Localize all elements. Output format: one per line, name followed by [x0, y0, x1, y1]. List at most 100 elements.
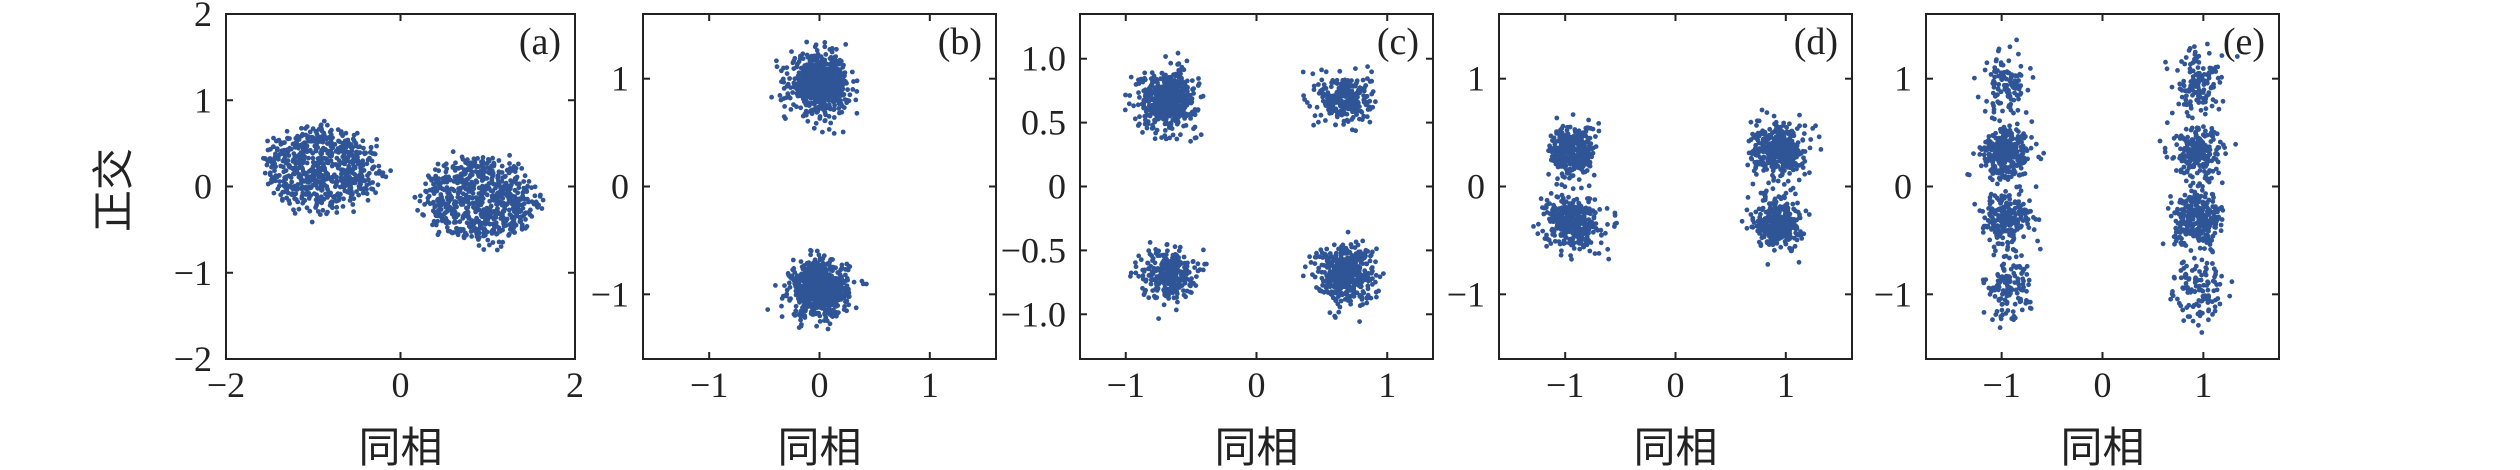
scatter-point [364, 191, 370, 197]
scatter-point [1178, 132, 1183, 138]
scatter-point [806, 275, 812, 281]
scatter-point [859, 278, 865, 284]
scatter-point [1367, 106, 1373, 112]
scatter-point [278, 163, 284, 169]
scatter-point [795, 281, 801, 287]
scatter-point [1577, 246, 1583, 252]
scatter-point [1154, 127, 1160, 133]
scatter-point [1585, 146, 1591, 152]
scatter-point [1184, 288, 1190, 294]
scatter-point [1162, 121, 1168, 127]
scatter-point [823, 268, 829, 274]
scatter-point [822, 311, 827, 316]
scatter-point [1133, 260, 1138, 265]
scatter-point [832, 54, 838, 60]
scatter-point [265, 138, 270, 144]
scatter-point [1558, 252, 1564, 258]
scatter-point [838, 98, 843, 103]
scatter-point [334, 148, 340, 154]
scatter-point [443, 219, 448, 225]
scatter-point [787, 76, 792, 81]
scatter-point [491, 161, 497, 166]
scatter-point [784, 291, 790, 297]
scatter-point [792, 270, 798, 275]
scatter-point [1146, 88, 1152, 94]
scatter-point [1201, 247, 1206, 253]
scatter-point [824, 61, 830, 67]
scatter-point [276, 183, 282, 189]
scatter-point [516, 185, 522, 191]
scatter-point [1364, 93, 1370, 99]
scatter-point [1354, 104, 1359, 110]
scatter-point [810, 91, 815, 97]
scatter-point [805, 91, 810, 96]
scatter-point [464, 177, 470, 182]
scatter-point [454, 204, 459, 210]
scatter-point [342, 154, 348, 160]
scatter-point [1161, 105, 1167, 111]
scatter-point [1360, 77, 1366, 83]
scatter-point [1176, 248, 1182, 254]
scatter-point [1551, 138, 1557, 144]
scatter-point [803, 266, 809, 272]
scatter-point [1538, 196, 1544, 202]
scatter-point [499, 179, 505, 184]
scatter-point [1364, 295, 1369, 301]
x-tick-label: 0 [1248, 365, 1266, 405]
scatter-point [481, 247, 487, 252]
scatter-point [273, 173, 279, 179]
scatter-point [787, 284, 793, 290]
scatter-point [291, 207, 296, 213]
scatter-point [823, 52, 829, 57]
scatter-point [1319, 77, 1325, 83]
scatter-point [506, 197, 512, 203]
scatter-point [277, 179, 282, 185]
scatter-point [435, 218, 440, 224]
scatter-point [779, 314, 785, 319]
scatter-point [338, 131, 344, 137]
scatter-point [464, 181, 470, 187]
scatter-point [1576, 201, 1582, 207]
scatter-point [817, 313, 823, 319]
scatter-point [832, 80, 837, 86]
scatter-point [1340, 280, 1346, 286]
scatter-point [1193, 283, 1199, 288]
scatter-point [262, 170, 268, 176]
scatter-point [1331, 99, 1337, 104]
scatter-point [476, 207, 482, 213]
scatter-point [1576, 177, 1582, 183]
scatter-point [1331, 242, 1337, 248]
scatter-point [293, 153, 298, 159]
scatter-point [523, 217, 528, 222]
scatter-point [1579, 161, 1585, 166]
scatter-point [300, 200, 306, 206]
scatter-point [1554, 115, 1560, 121]
scatter-point [1200, 267, 1206, 273]
scatter-point [501, 201, 507, 207]
scatter-point [1172, 108, 1178, 114]
scatter-point [811, 125, 817, 131]
scatter-point [332, 142, 338, 147]
scatter-point [819, 271, 824, 276]
scatter-point [1348, 266, 1354, 272]
scatter-point [500, 239, 506, 245]
scatter-point [1138, 257, 1144, 263]
scatter-point [278, 141, 284, 147]
scatter-point [1146, 94, 1151, 100]
scatter-point [303, 170, 309, 176]
scatter-point [317, 199, 323, 204]
scatter-point [1319, 288, 1324, 294]
scatter-point [504, 216, 510, 222]
scatter-point [529, 214, 535, 219]
y-tick-label: 0 [611, 167, 629, 207]
scatter-point [1572, 129, 1578, 135]
scatter-point [1170, 252, 1176, 258]
scatter-point [1166, 97, 1172, 103]
scatter-point [370, 166, 375, 172]
scatter-point [1563, 159, 1569, 165]
scatter-point [788, 85, 794, 90]
scatter-point [493, 185, 498, 191]
scatter-point [1148, 281, 1154, 287]
scatter-point [463, 195, 469, 201]
scatter-point [1579, 150, 1585, 155]
